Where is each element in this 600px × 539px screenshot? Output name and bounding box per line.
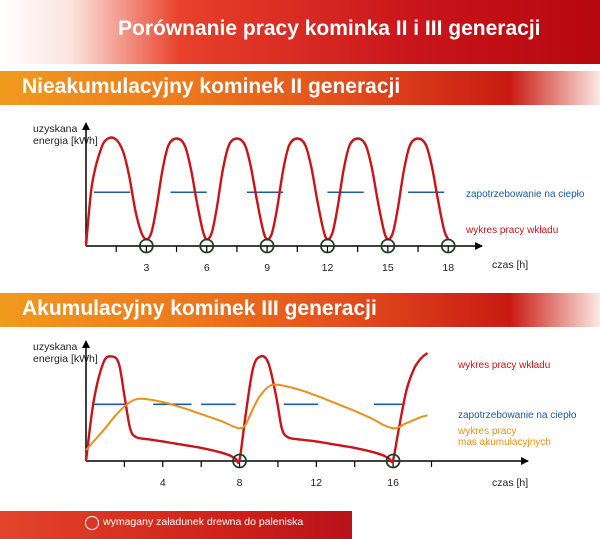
series-label: wykres pracy wkładu xyxy=(457,360,550,371)
y-axis-label: uzyskana xyxy=(33,123,78,135)
accumulation-curve xyxy=(85,383,428,451)
series-label: mas akumulacyjnych xyxy=(458,437,551,448)
x-tick-label: 8 xyxy=(237,477,243,489)
section-band-1 xyxy=(0,71,600,105)
header-band xyxy=(0,0,600,64)
load-marker-icon xyxy=(320,238,335,254)
series-label: wykres pracy wkładu xyxy=(465,225,558,236)
series-label: zapotrzebowanie na ciepło xyxy=(466,189,585,200)
series-label: wykres pracy xyxy=(457,426,516,437)
x-tick-label: 3 xyxy=(143,262,149,274)
series-label: zapotrzebowanie na ciepło xyxy=(458,410,577,421)
x-tick-label: 4 xyxy=(160,477,166,489)
page-title: Porównanie pracy kominka II i III genera… xyxy=(118,17,541,40)
x-tick-label: 16 xyxy=(387,477,399,489)
y-axis-label: energia [kWh] xyxy=(33,135,98,147)
x-tick-label: 12 xyxy=(322,262,334,274)
load-marker-icon xyxy=(380,238,396,254)
x-axis-arrow-icon xyxy=(521,457,529,465)
load-marker-icon xyxy=(199,238,215,254)
load-marker-legend-text: wymagany załadunek drewna do paleniska xyxy=(103,516,304,528)
x-axis-arrow-icon xyxy=(475,242,483,250)
section-band-2 xyxy=(0,293,600,327)
y-axis-label: energia [kWh] xyxy=(33,353,98,365)
y-axis-arrow-icon xyxy=(82,340,90,348)
footer-band xyxy=(0,511,352,539)
y-axis-arrow-icon xyxy=(82,122,90,130)
load-marker-icon xyxy=(440,238,456,254)
load-marker-icon xyxy=(385,453,401,469)
load-marker-legend-icon xyxy=(85,516,99,530)
x-axis-label: czas [h] xyxy=(492,259,528,271)
x-tick-label: 6 xyxy=(204,262,210,274)
x-axis-label: czas [h] xyxy=(492,477,528,489)
x-tick-label: 15 xyxy=(382,262,394,274)
x-tick-label: 18 xyxy=(442,262,454,274)
section-title-1: Nieakumulacyjny kominek II generacji xyxy=(22,75,401,98)
load-marker-icon xyxy=(259,238,275,254)
x-tick-label: 9 xyxy=(264,262,270,274)
x-tick-label: 12 xyxy=(310,477,322,489)
section-title-2: Akumulacyjny kominek III generacji xyxy=(22,297,377,320)
load-marker-icon xyxy=(138,238,154,254)
work-curve xyxy=(84,352,429,464)
load-marker-icon xyxy=(232,453,247,469)
y-axis-label: uzyskana xyxy=(33,341,78,353)
